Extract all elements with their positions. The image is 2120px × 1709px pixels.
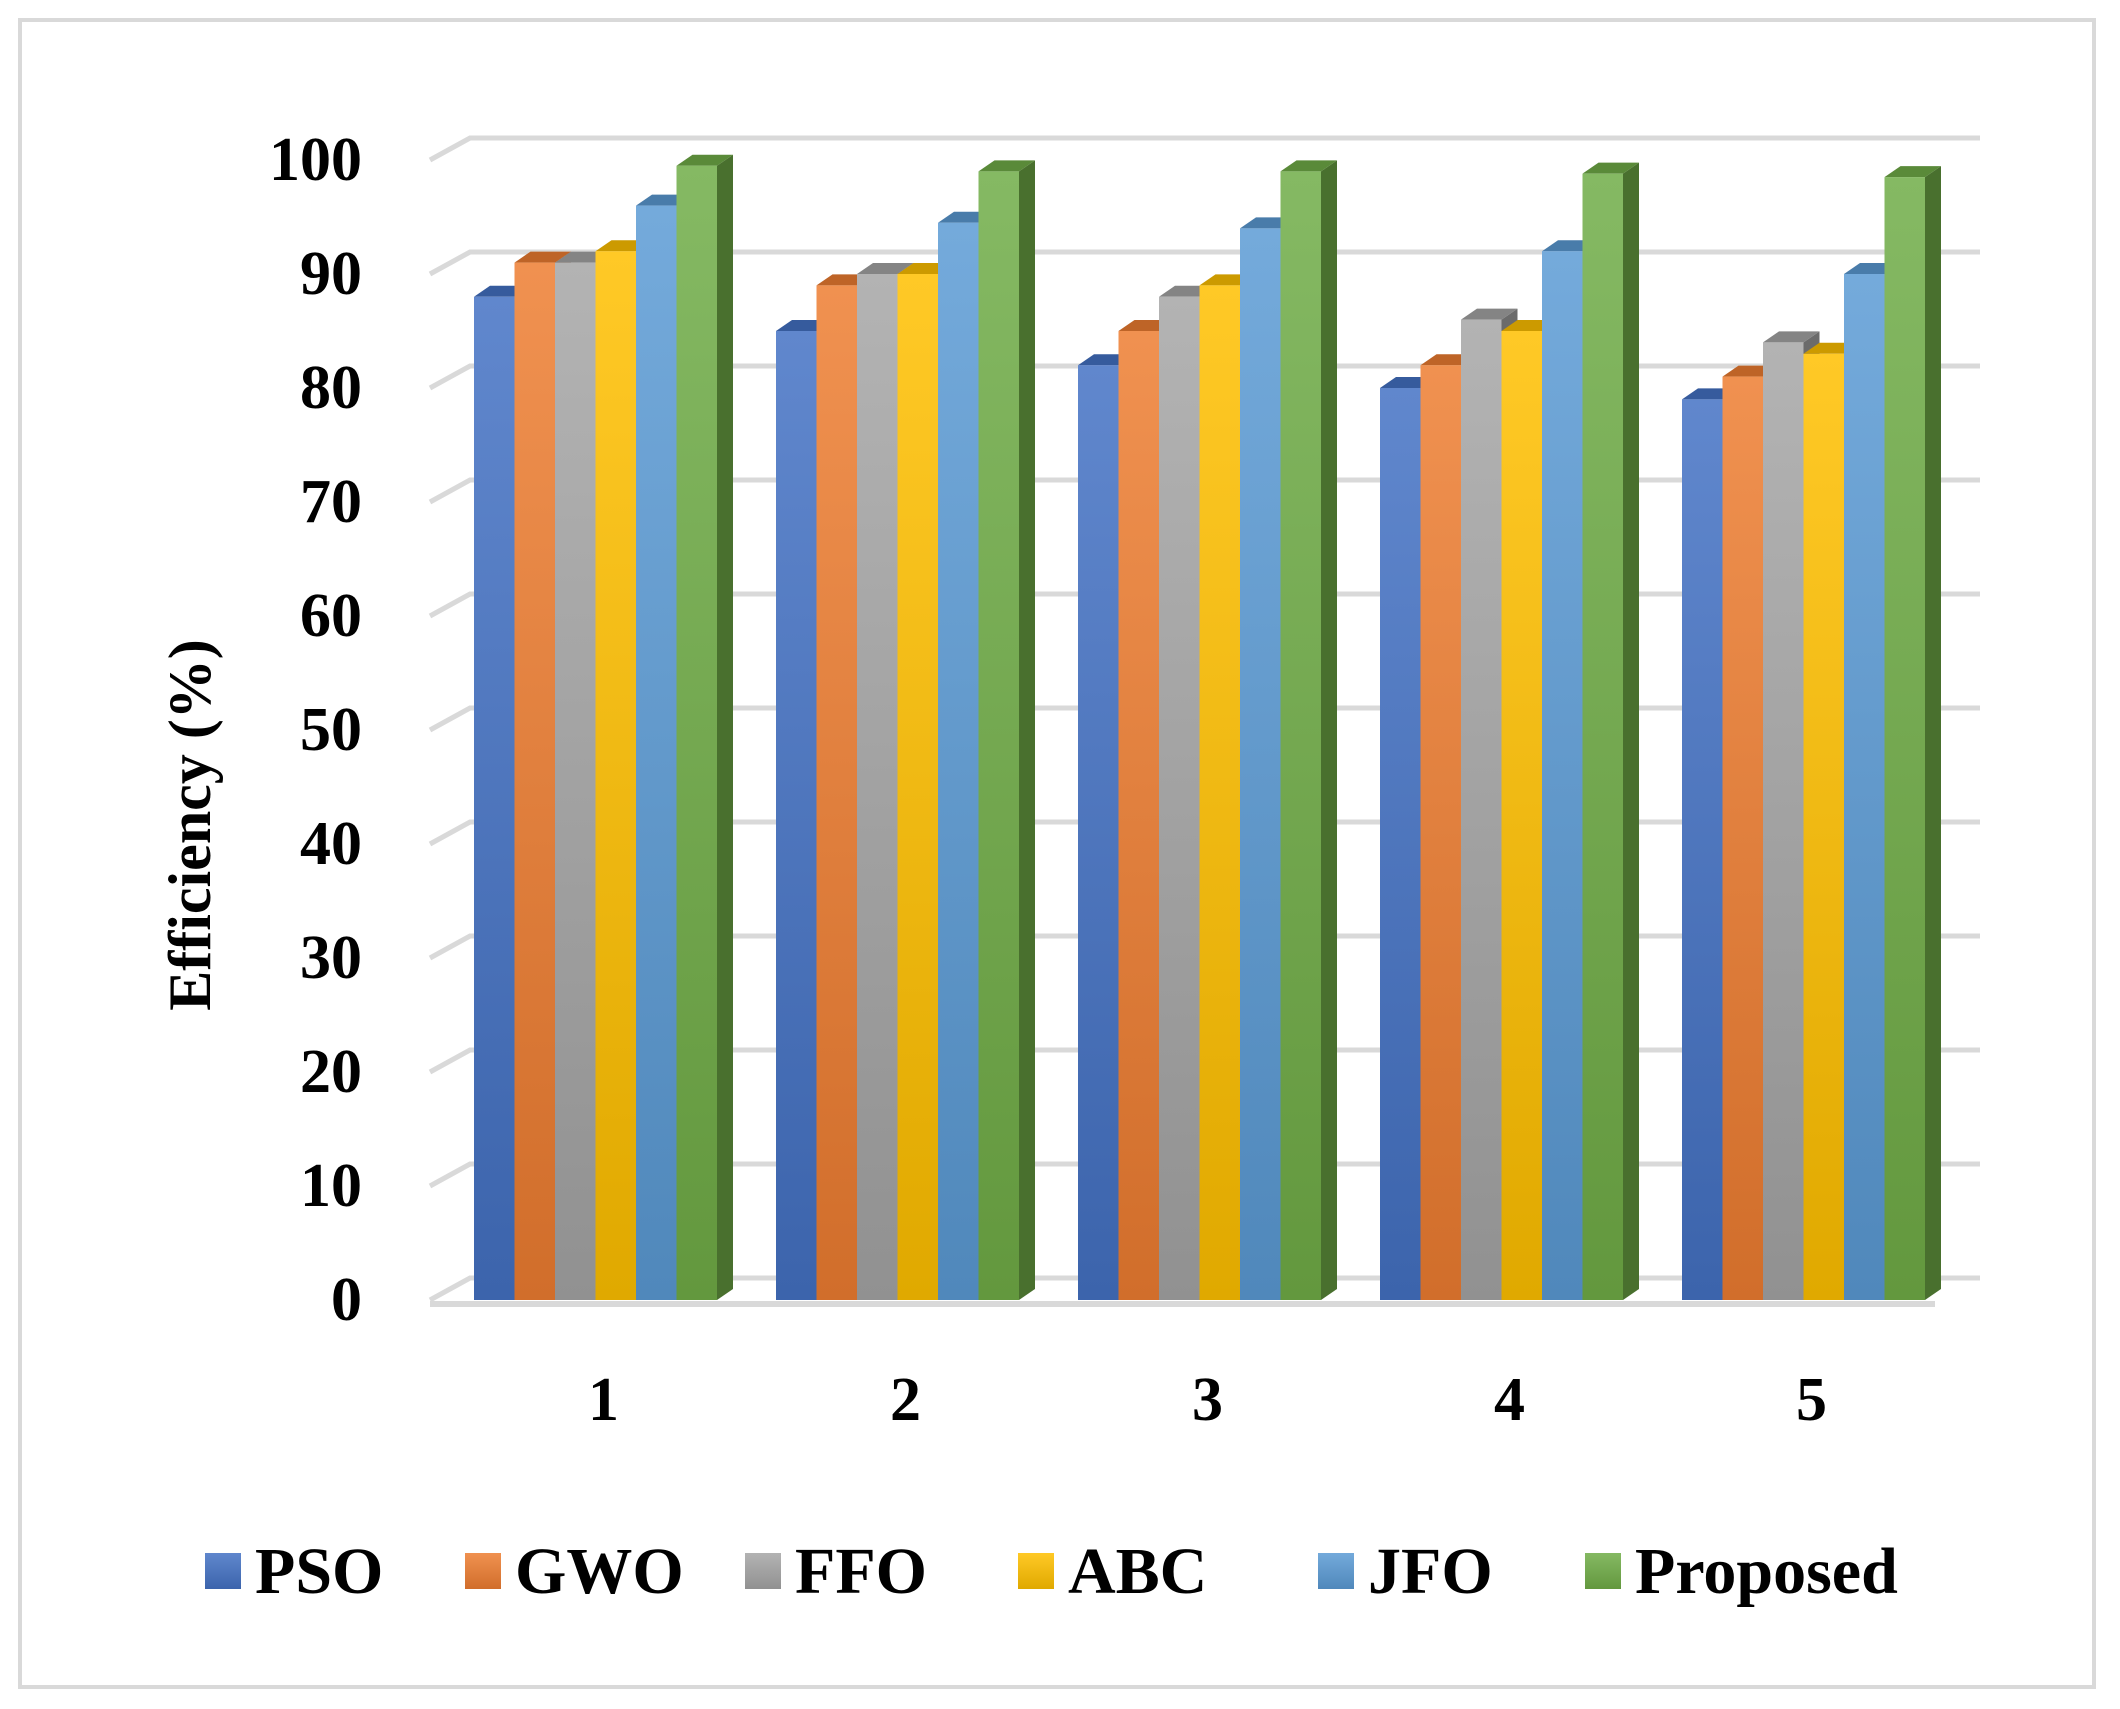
bar-top <box>514 251 571 263</box>
bar-front <box>938 222 979 1301</box>
y-tick-label: 50 <box>300 696 362 764</box>
bar-side <box>1321 160 1337 1300</box>
y-tick-label: 60 <box>300 582 362 650</box>
bar-front <box>676 165 717 1301</box>
bar-front <box>1078 365 1119 1300</box>
bars <box>474 154 1941 1301</box>
legend-item-ffo: FFO <box>745 1535 927 1608</box>
bar-front <box>636 205 677 1301</box>
y-tick-label: 80 <box>300 354 362 422</box>
legend-item-abc: ABC <box>1018 1535 1207 1608</box>
gridline <box>428 135 1980 163</box>
y-tick-label: 70 <box>300 468 362 536</box>
legend-item-pso: PSO <box>205 1535 383 1608</box>
bar-proposed-3 <box>1280 160 1337 1300</box>
x-tick-label: 5 <box>1796 1366 1827 1434</box>
bar-front <box>1682 399 1723 1300</box>
bar-side <box>1019 160 1035 1300</box>
x-tick-label: 1 <box>588 1366 619 1434</box>
bar-proposed-5 <box>1884 166 1941 1301</box>
legend-swatch <box>1585 1553 1621 1589</box>
x-tick-label: 2 <box>890 1366 921 1434</box>
y-tick-label: 40 <box>300 810 362 878</box>
bar-front <box>1722 376 1763 1301</box>
legend-label: Proposed <box>1635 1535 1898 1608</box>
legend-swatch <box>1018 1553 1054 1589</box>
bar-side <box>1623 162 1639 1301</box>
bar-front <box>1763 342 1804 1300</box>
bar-proposed-1 <box>676 154 733 1301</box>
x-tick-label: 4 <box>1494 1366 1525 1434</box>
bar-front <box>474 296 515 1300</box>
legend-item-gwo: GWO <box>465 1535 684 1608</box>
legend-label: ABC <box>1068 1535 1207 1608</box>
bar-front <box>1844 274 1885 1300</box>
legend-swatch <box>465 1553 501 1589</box>
y-tick-label: 20 <box>300 1038 362 1106</box>
y-tick-label: 100 <box>269 126 362 194</box>
legend-label: FFO <box>795 1535 927 1608</box>
y-axis-label: Efficiency (%) <box>157 639 223 1011</box>
legend-swatch <box>205 1553 241 1589</box>
x-tick-label: 3 <box>1192 1366 1223 1434</box>
legend-label: PSO <box>255 1535 383 1608</box>
legend-swatch <box>1318 1553 1354 1589</box>
y-tick-labels: 0 10 20 30 40 50 60 70 80 90 100 <box>269 126 362 1334</box>
bar-front <box>1542 251 1583 1301</box>
bar-front <box>1280 171 1321 1300</box>
bar-front <box>1501 331 1542 1300</box>
bar-front <box>514 262 555 1301</box>
bar-proposed-2 <box>978 160 1035 1300</box>
x-tick-labels: 1 2 3 4 5 <box>588 1366 1827 1434</box>
y-tick-label: 30 <box>300 924 362 992</box>
bar-front <box>776 331 817 1300</box>
y-tick-label: 0 <box>331 1266 362 1334</box>
y-tick-label: 90 <box>300 240 362 308</box>
legend-item-jfo: JFO <box>1318 1535 1493 1608</box>
bar-front <box>1420 365 1461 1300</box>
legend-item-proposed: Proposed <box>1585 1535 1898 1608</box>
bar-side <box>717 154 733 1301</box>
bar-front <box>1159 296 1200 1300</box>
bar-side <box>1925 166 1941 1301</box>
bar-top <box>978 160 1035 172</box>
bar-front <box>1380 388 1421 1300</box>
bar-front <box>816 285 857 1300</box>
bar-front <box>897 274 938 1300</box>
legend-swatch <box>745 1553 781 1589</box>
bar-front <box>978 171 1019 1300</box>
bar-top <box>676 154 733 166</box>
bar-top <box>1461 308 1518 320</box>
bar-front <box>1461 319 1502 1301</box>
bar-top <box>857 263 914 274</box>
bar-front <box>1118 331 1159 1300</box>
bar-front <box>1240 228 1281 1300</box>
bar-front <box>1199 285 1240 1300</box>
gridline <box>428 249 1980 277</box>
bar-top <box>1280 160 1337 172</box>
bar-front <box>555 262 596 1301</box>
legend-label: GWO <box>515 1535 684 1608</box>
bar-front <box>595 251 636 1301</box>
legend-label: JFO <box>1368 1535 1493 1608</box>
bar-front <box>857 274 898 1300</box>
bar-top <box>1582 162 1639 174</box>
y-tick-label: 10 <box>300 1152 362 1220</box>
bar-top <box>1884 166 1941 178</box>
bar-front <box>1582 173 1623 1301</box>
legend: PSO GWO FFO ABC JFO Proposed <box>205 1535 1898 1608</box>
bar-top <box>1763 331 1820 343</box>
bar-front <box>1803 353 1844 1300</box>
bar-front <box>1884 177 1925 1301</box>
bar-proposed-4 <box>1582 162 1639 1301</box>
